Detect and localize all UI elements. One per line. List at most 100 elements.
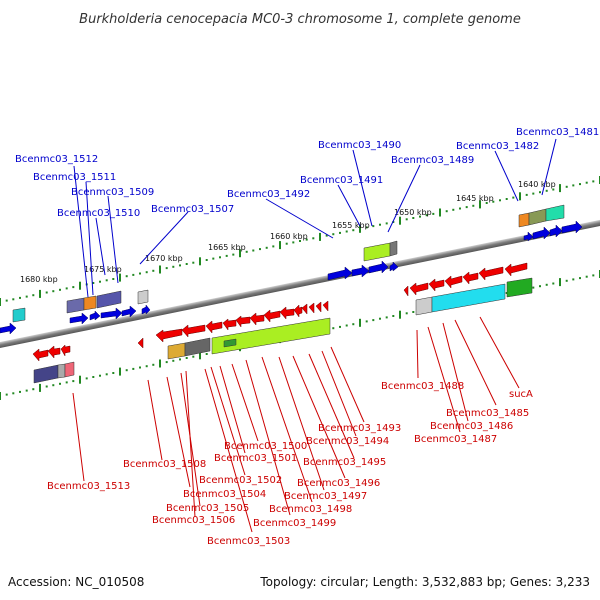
gene-label-forward[interactable]: Bcenmc03_1482 bbox=[456, 141, 539, 152]
scale-label: 1645 kbp bbox=[456, 194, 494, 203]
map-title: Burkholderia cenocepacia MC0-3 chromosom… bbox=[79, 12, 521, 27]
scale-dot bbox=[52, 290, 55, 293]
scale-dot bbox=[205, 353, 208, 355]
leader-line bbox=[494, 150, 519, 202]
scale-dot bbox=[332, 233, 335, 236]
scale-dot bbox=[592, 274, 595, 277]
scale-dot bbox=[472, 204, 475, 207]
gene-arrow bbox=[155, 328, 183, 343]
scale-dot bbox=[72, 380, 75, 383]
reverse-feature-blocks bbox=[33, 277, 533, 384]
gene-label-reverse[interactable]: Bcenmc03_1496 bbox=[297, 478, 380, 489]
gene-label-forward[interactable]: Bcenmc03_1481 bbox=[516, 127, 599, 138]
gene-label-reverse[interactable]: Bcenmc03_1495 bbox=[303, 457, 386, 468]
gene-label-reverse[interactable]: Bcenmc03_1501 bbox=[214, 453, 297, 464]
leader-line bbox=[442, 322, 469, 422]
gene-arrow bbox=[47, 345, 61, 359]
leader-line bbox=[231, 363, 259, 442]
gene-label-reverse[interactable]: Bcenmc03_1486 bbox=[430, 421, 513, 432]
scale-dot bbox=[405, 312, 408, 315]
feature-block bbox=[137, 289, 149, 305]
leader-line bbox=[85, 181, 94, 296]
gene-label-forward[interactable]: Bcenmc03_1492 bbox=[227, 189, 310, 200]
scale-dot bbox=[392, 315, 395, 317]
gene-arrow bbox=[100, 307, 123, 320]
scale-dot bbox=[385, 316, 388, 319]
gene-label-reverse[interactable]: Bcenmc03_1508 bbox=[123, 459, 206, 470]
scale-dot bbox=[185, 263, 188, 265]
leader-line bbox=[219, 365, 246, 454]
gene-label-reverse[interactable]: Bcenmc03_1502 bbox=[199, 475, 282, 486]
gene-label-reverse[interactable]: Bcenmc03_1498 bbox=[269, 504, 352, 515]
scale-dot bbox=[545, 283, 548, 286]
scale-tick bbox=[39, 383, 41, 392]
gene-label-forward[interactable]: Bcenmc03_1512 bbox=[15, 154, 98, 165]
scale-tick bbox=[199, 257, 201, 266]
leader-line bbox=[245, 359, 291, 516]
gene-label-reverse[interactable]: Bcenmc03_1487 bbox=[414, 434, 497, 445]
gene-label-forward[interactable]: Bcenmc03_1507 bbox=[151, 204, 234, 215]
gene-label-reverse[interactable]: Bcenmc03_1506 bbox=[152, 515, 235, 526]
leader-line bbox=[139, 211, 189, 265]
gene-label-forward[interactable]: Bcenmc03_1511 bbox=[33, 172, 116, 183]
feature-block bbox=[528, 208, 547, 226]
scale-dot bbox=[12, 392, 15, 395]
scale-dot bbox=[419, 215, 421, 218]
gene-arrow bbox=[181, 324, 206, 338]
gene-label-reverse[interactable]: Bcenmc03_1500 bbox=[224, 441, 307, 452]
gene-label-reverse[interactable]: Bcenmc03_1497 bbox=[284, 491, 367, 502]
gene-arrow bbox=[121, 305, 137, 318]
gene-label-reverse[interactable]: Bcenmc03_1505 bbox=[166, 503, 249, 514]
scale-dot bbox=[172, 359, 175, 362]
scale-tick bbox=[119, 367, 121, 376]
scale-dot bbox=[179, 358, 181, 361]
scale-dot bbox=[105, 373, 108, 376]
scale-dot bbox=[85, 377, 88, 380]
feature-block bbox=[389, 240, 398, 257]
gene-label-reverse[interactable]: Bcenmc03_1513 bbox=[47, 481, 130, 492]
feature-block bbox=[431, 283, 506, 313]
gene-label-forward[interactable]: Bcenmc03_1509 bbox=[71, 187, 154, 198]
gene-arrow bbox=[205, 320, 223, 334]
scale-dot bbox=[45, 291, 48, 294]
scale-dot bbox=[352, 323, 355, 326]
scale-dot bbox=[5, 393, 8, 396]
gene-label-reverse[interactable]: Bcenmc03_1504 bbox=[183, 489, 266, 500]
scale-tick bbox=[0, 298, 1, 306]
gene-label-forward[interactable]: Bcenmc03_1490 bbox=[318, 140, 401, 151]
scale-label: 1665 kbp bbox=[208, 243, 246, 252]
gene-label-reverse[interactable]: Bcenmc03_1499 bbox=[253, 518, 336, 529]
scale-tick bbox=[159, 359, 161, 368]
scale-tick bbox=[359, 224, 361, 233]
leader-line bbox=[210, 366, 246, 476]
scale-dot bbox=[212, 257, 215, 260]
leader-line bbox=[308, 353, 355, 459]
gene-label-reverse[interactable]: Bcenmc03_1494 bbox=[306, 436, 389, 447]
gene-label-forward[interactable]: Bcenmc03_1489 bbox=[391, 155, 474, 166]
scale-label: 1675 kbp bbox=[84, 265, 122, 274]
accession-text: Accession: NC_010508 bbox=[8, 575, 144, 589]
scale-dot bbox=[225, 254, 228, 257]
leader-line bbox=[454, 319, 497, 406]
gene-label-reverse[interactable]: Bcenmc03_1503 bbox=[207, 536, 290, 547]
scale-dot bbox=[379, 317, 381, 320]
scale-dot bbox=[65, 381, 68, 384]
scale-dot bbox=[405, 218, 408, 221]
scale-dot bbox=[92, 376, 95, 378]
gene-label-reverse[interactable]: Bcenmc03_1488 bbox=[381, 381, 464, 392]
feature-block bbox=[545, 204, 565, 222]
scale-label: 1655 kbp bbox=[332, 221, 370, 230]
scale-dot bbox=[585, 181, 588, 184]
gene-label-reverse[interactable]: sucA bbox=[509, 389, 533, 400]
scale-tick bbox=[279, 241, 281, 250]
leader-line bbox=[479, 316, 520, 389]
gene-arrow bbox=[403, 285, 409, 297]
gene-label-forward[interactable]: Bcenmc03_1510 bbox=[57, 208, 140, 219]
gene-label-forward[interactable]: Bcenmc03_1491 bbox=[300, 175, 383, 186]
gene-label-reverse[interactable]: Bcenmc03_1493 bbox=[318, 423, 401, 434]
leader-line bbox=[321, 350, 357, 437]
scale-dot bbox=[565, 185, 568, 188]
scale-dot bbox=[299, 240, 301, 242]
gene-label-reverse[interactable]: Bcenmc03_1485 bbox=[446, 408, 529, 419]
